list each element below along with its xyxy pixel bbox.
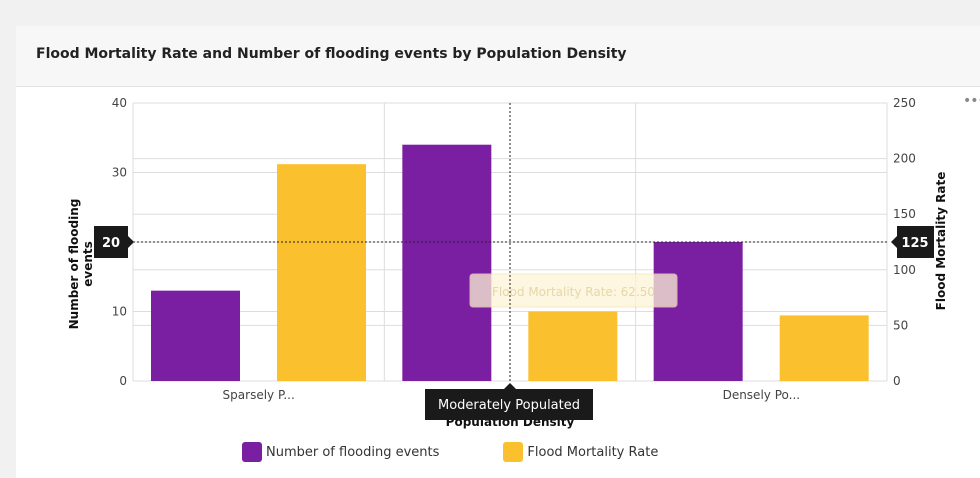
crosshair-right-label-box — [897, 226, 934, 258]
legend-label-mortality-rate: Flood Mortality Rate — [527, 444, 659, 460]
crosshair-right-label-arrow — [891, 236, 897, 248]
y-tick-label-left: 30 — [112, 166, 127, 180]
y-tick-label-right: 0 — [893, 374, 901, 388]
crosshair-x-label-box — [425, 389, 593, 420]
legend-swatch-mortality-rate — [503, 442, 524, 462]
y-axis-title-left: Number of floodingevents — [67, 199, 95, 330]
x-tick-label: Sparsely P... — [223, 388, 295, 402]
legend-item-mortality-rate[interactable]: Flood Mortality Rate — [503, 442, 658, 462]
legend-label-flooding-events: Number of flooding events — [266, 444, 440, 460]
crosshair-x-label: Moderately Populated — [438, 398, 580, 413]
crosshair-left-label-arrow — [128, 236, 134, 248]
crosshair-x-label-arrow — [504, 383, 516, 389]
more-options-icon[interactable]: ••• — [963, 93, 980, 109]
y-tick-label-right: 100 — [893, 263, 916, 277]
crosshair-left-label: 20 — [102, 236, 120, 251]
x-tick-label: Densely Po... — [723, 388, 801, 402]
y-tick-label-right: 200 — [893, 152, 916, 166]
bar-mortality-rate — [277, 164, 366, 381]
chart-legend: Number of flooding events Flood Mortalit… — [242, 441, 722, 463]
y-tick-label-left: 40 — [112, 96, 127, 110]
chart-title: Flood Mortality Rate and Number of flood… — [36, 46, 627, 62]
y-axis-title-right: Flood Mortality Rate — [934, 172, 948, 311]
y-tick-label-left: 10 — [112, 305, 127, 319]
legend-swatch-flooding-events — [242, 442, 262, 462]
crosshair-right-label: 125 — [901, 236, 928, 251]
bar-flooding-events — [151, 290, 240, 381]
card-header: Flood Mortality Rate and Number of flood… — [16, 26, 980, 87]
y-tick-label-right: 250 — [893, 96, 916, 110]
hover-tooltip-box — [469, 273, 678, 308]
bar-mortality-rate — [528, 311, 618, 381]
hover-tooltip-text: Flood Mortality Rate: 62.50 — [492, 285, 655, 299]
crosshair-left-label-box — [94, 226, 128, 258]
y-tick-label-left: 0 — [119, 374, 127, 388]
bar-flooding-events — [402, 144, 492, 381]
y-tick-label-right: 150 — [893, 207, 916, 221]
y-tick-label-right: 50 — [893, 318, 908, 332]
bar-mortality-rate — [779, 315, 869, 381]
legend-item-flooding-events[interactable]: Number of flooding events — [242, 442, 439, 462]
bar-flooding-events — [653, 242, 743, 381]
